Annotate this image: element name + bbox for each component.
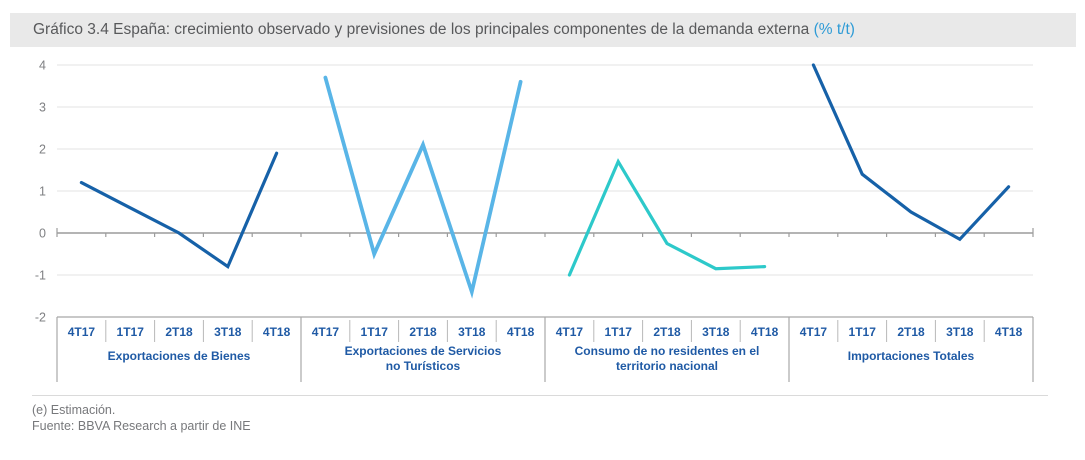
y-axis-labels: 4 3 2 1 0 -1 -2 (35, 59, 46, 325)
series-line-0 (79, 151, 279, 270)
quarter-label: 2T18 (897, 325, 925, 339)
quarter-label: 4T17 (68, 325, 96, 339)
series-group-label: Exportaciones de Bienes (108, 349, 251, 363)
quarter-label: 4T17 (800, 325, 828, 339)
chart-title-unit: (% t/t) (813, 21, 855, 38)
footnote-source: Fuente: BBVA Research a partir de INE (32, 419, 251, 433)
y-tick-label: 3 (39, 101, 46, 115)
series-group-label: Consumo de no residentes en el (575, 344, 760, 358)
quarter-label: 4T18 (751, 325, 779, 339)
quarter-label: 2T18 (409, 325, 437, 339)
series-group-label: no Turísticos (386, 359, 461, 373)
y-tick-label: -2 (35, 311, 46, 325)
quarter-label: 4T17 (556, 325, 584, 339)
footnote-estimation: (e) Estimación. (32, 403, 116, 417)
y-tick-label: 1 (39, 185, 46, 199)
y-tick-label: -1 (35, 269, 46, 283)
chart-title: Gráfico 3.4 España: crecimiento observad… (33, 21, 810, 38)
quarter-label: 1T17 (849, 325, 877, 339)
quarter-label: 1T17 (605, 325, 633, 339)
quarter-label: 3T18 (214, 325, 242, 339)
quarter-label: 3T18 (702, 325, 730, 339)
y-tick-label: 0 (39, 227, 46, 241)
quarter-label: 1T17 (117, 325, 145, 339)
gridlines (57, 64, 1033, 276)
series-line-2 (567, 158, 767, 277)
series-line-1 (323, 75, 523, 299)
y-tick-label: 2 (39, 143, 46, 157)
quarter-label: 3T18 (458, 325, 486, 339)
quarter-label: 4T18 (995, 325, 1023, 339)
series-group-label: Exportaciones de Servicios (345, 344, 502, 358)
zero-axis (56, 228, 1034, 237)
series-group-label: territorio nacional (616, 359, 718, 373)
chart-title-bar: Gráfico 3.4 España: crecimiento observad… (10, 13, 1076, 47)
quarter-label: 2T18 (165, 325, 193, 339)
quarter-label: 3T18 (946, 325, 974, 339)
quarter-label: 1T17 (361, 325, 389, 339)
quarter-label: 2T18 (653, 325, 681, 339)
x-axis-texts: 4T17 1T17 2T18 3T18 4T18 Exportaciones de Bie… (68, 325, 1023, 373)
quarter-label: 4T17 (312, 325, 340, 339)
chart-footer: (e) Estimación. Fuente: BBVA Research a … (32, 395, 1048, 434)
quarter-label: 4T18 (507, 325, 535, 339)
x-axis-table (56, 316, 1034, 382)
quarter-label: 4T18 (263, 325, 291, 339)
y-tick-label: 4 (39, 59, 46, 73)
series-line-3 (811, 63, 1011, 242)
series-group-label: Importaciones Totales (848, 349, 975, 363)
